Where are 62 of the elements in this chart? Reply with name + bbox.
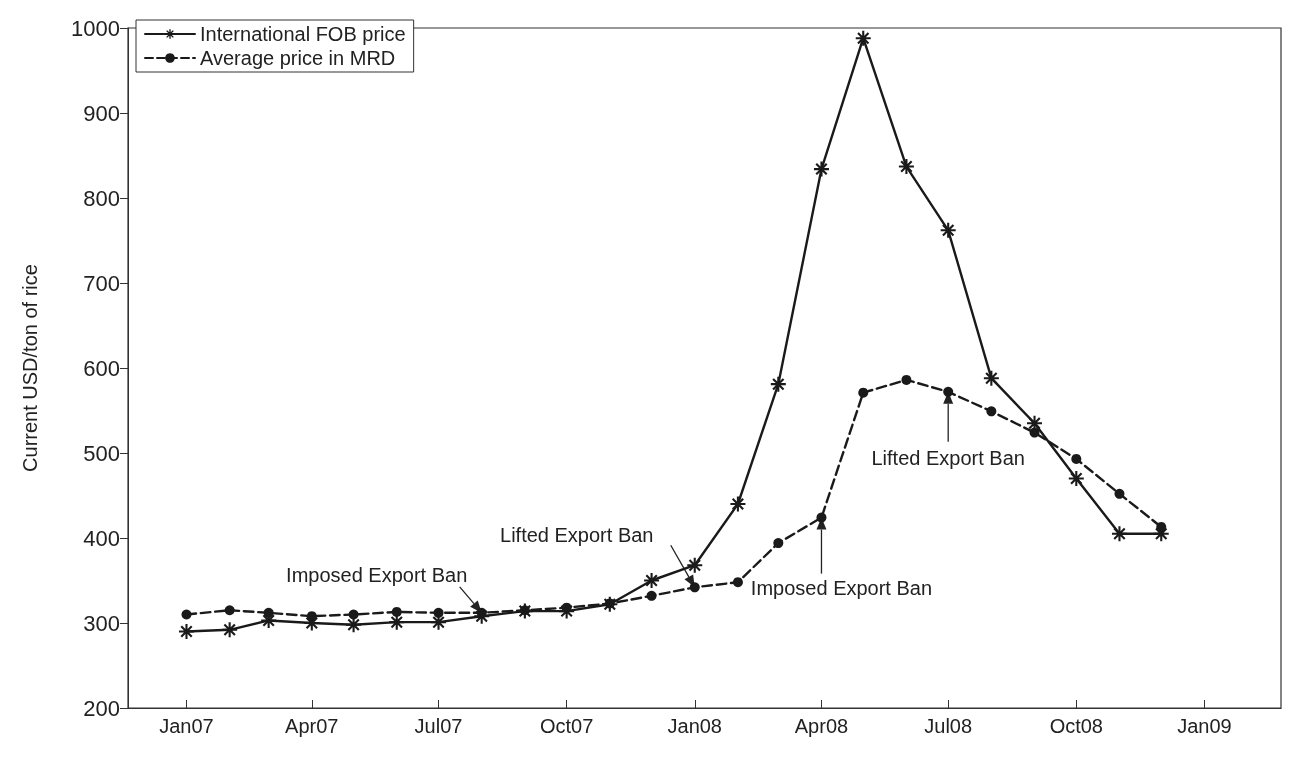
legend-label: Average price in MRD (200, 47, 396, 69)
point (178, 624, 194, 639)
point (901, 374, 912, 385)
point (346, 617, 362, 633)
x-tick-label: Apr08 (794, 715, 849, 737)
point (1027, 415, 1043, 431)
point (431, 614, 447, 630)
point (983, 370, 999, 386)
y-tick-label: 300 (83, 610, 120, 636)
point (222, 622, 238, 638)
y-tick-label: 200 (83, 695, 120, 721)
point (732, 577, 743, 588)
point (1071, 453, 1082, 464)
point (986, 406, 997, 417)
annotation: Lifted Export Ban (871, 446, 1025, 469)
annotation: Imposed Export Ban (286, 563, 468, 586)
point (943, 386, 954, 397)
point (348, 609, 359, 620)
point (644, 573, 660, 588)
x-tick-label: Jul07 (414, 715, 463, 737)
point (858, 387, 869, 398)
y-tick-label: 1000 (71, 15, 120, 41)
y-tick-label: 600 (83, 355, 120, 381)
x-tick-label: Jan08 (667, 715, 722, 737)
point (1111, 526, 1127, 542)
point (391, 606, 402, 617)
x-tick-label: Jan07 (159, 715, 214, 737)
point (1114, 488, 1125, 499)
point (1029, 427, 1040, 438)
point (389, 614, 405, 630)
point (730, 496, 746, 512)
x-tick-label: Oct08 (1049, 715, 1103, 737)
point (689, 582, 700, 593)
x-tick-label: Jul08 (924, 715, 973, 737)
point (813, 161, 829, 177)
y-tick-label: 700 (83, 270, 120, 296)
x-tick-label: Apr07 (285, 715, 339, 737)
x-tick-label: Oct07 (539, 715, 594, 737)
point (1068, 471, 1084, 486)
point (181, 609, 192, 620)
point (816, 512, 827, 523)
legend-label: International FOB price (200, 23, 406, 45)
point (773, 538, 784, 549)
point (433, 607, 444, 618)
point (770, 376, 786, 392)
point (306, 611, 317, 622)
y-tick-label: 800 (83, 185, 120, 211)
point (263, 607, 274, 618)
point (646, 590, 657, 601)
y-tick-label: 900 (83, 100, 120, 126)
point (687, 557, 703, 573)
x-tick-label: Jan09 (1177, 715, 1232, 737)
point (940, 222, 956, 238)
point (1156, 521, 1167, 532)
point (898, 159, 914, 175)
point (224, 605, 235, 616)
y-tick-label: 400 (83, 525, 120, 551)
point (855, 30, 871, 46)
annotation: Imposed Export Ban (750, 576, 933, 599)
y-tick-label: 500 (83, 440, 120, 466)
annotation: Lifted Export Ban (500, 524, 654, 547)
y-axis-title: Current USD/ton of rice (19, 264, 41, 472)
